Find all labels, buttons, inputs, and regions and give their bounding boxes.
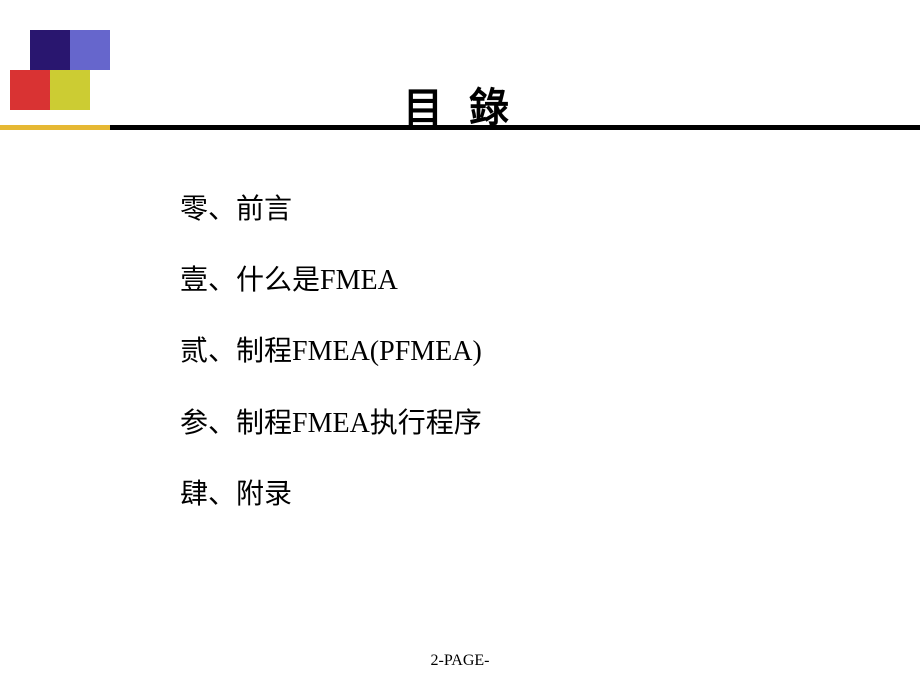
square-purple xyxy=(70,30,110,70)
toc-item: 肆、附录 xyxy=(180,475,780,514)
toc-item: 贰、制程FMEA(PFMEA) xyxy=(180,332,780,371)
toc-content: 零、前言 壹、什么是FMEA 贰、制程FMEA(PFMEA) 参、制程FMEA执… xyxy=(180,190,780,546)
divider-yellow xyxy=(0,125,110,130)
divider-black xyxy=(110,125,920,130)
header-area: 目 錄 xyxy=(0,0,920,140)
toc-item: 零、前言 xyxy=(180,190,780,229)
divider-line xyxy=(0,125,920,130)
toc-item: 壹、什么是FMEA xyxy=(180,261,780,300)
toc-item: 参、制程FMEA执行程序 xyxy=(180,404,780,443)
page-footer: 2-PAGE- xyxy=(0,652,920,670)
square-navy xyxy=(30,30,70,70)
